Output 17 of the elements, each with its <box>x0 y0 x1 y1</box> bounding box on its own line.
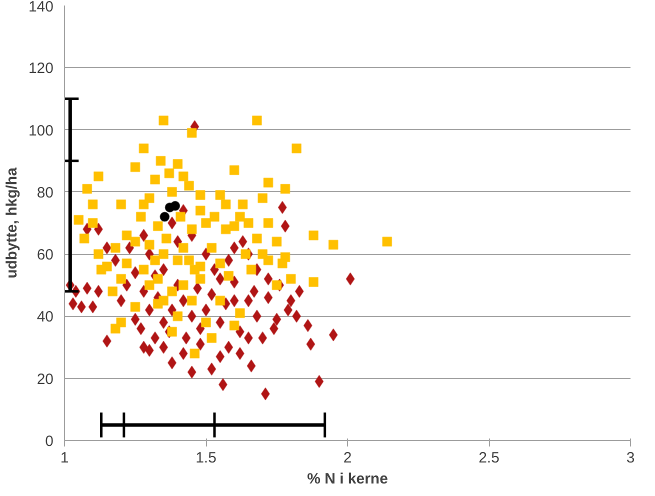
x-axis-title: % N i kerne <box>307 470 388 488</box>
point <box>170 200 180 211</box>
x-tick-label: 3 <box>626 450 635 466</box>
y-tick-label: 140 <box>28 0 54 16</box>
y-tick-label: 80 <box>36 184 54 202</box>
y-tick-label: 40 <box>36 308 54 326</box>
y-tick-label: 60 <box>36 246 54 264</box>
y-tick-label: 0 <box>45 433 54 450</box>
y-tick-label: 120 <box>28 60 54 78</box>
y-tick-label: 20 <box>36 370 54 388</box>
y-axis-title: udbytte, hkg/ha <box>3 166 20 278</box>
x-tick-label: 2 <box>343 450 352 466</box>
y-tick-label: 100 <box>28 122 54 140</box>
x-tick-label: 2.5 <box>478 450 500 466</box>
x-tick-label: 1.5 <box>196 450 216 466</box>
point <box>160 212 170 222</box>
x-tick-label: 1 <box>60 450 69 466</box>
